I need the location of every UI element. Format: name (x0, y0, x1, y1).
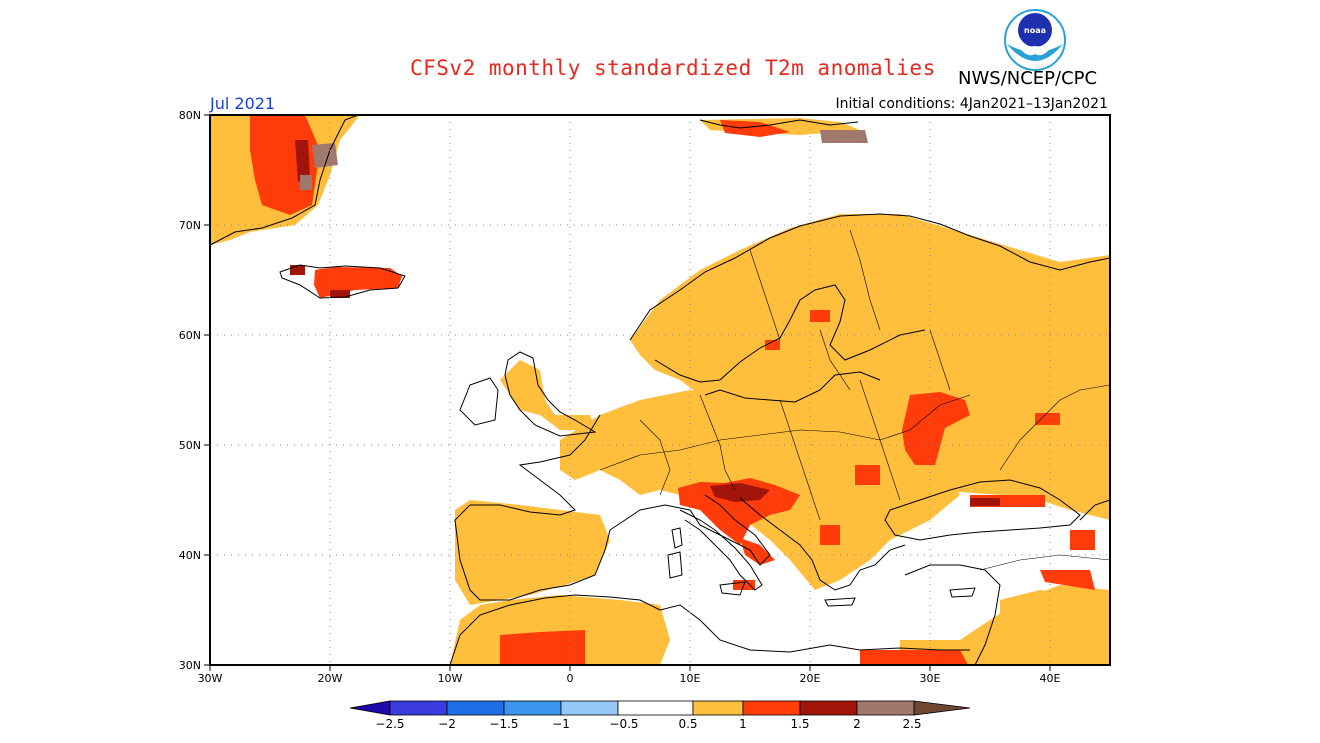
forecast-month-label: Jul 2021 (210, 94, 276, 113)
colorbar-label: 2.5 (902, 717, 921, 731)
colorbar-segment (560, 700, 619, 716)
axis-ticks (204, 114, 1051, 671)
coastlines (210, 115, 1110, 665)
colorbar-label: −1.5 (489, 717, 518, 731)
lat-label: 80N (179, 109, 201, 122)
lat-label: 50N (179, 439, 201, 452)
lon-label: 10E (680, 672, 701, 685)
anomaly-fill-15-2 (290, 140, 1000, 506)
anomaly-fill-05-1 (210, 115, 1110, 665)
colorbar-segment (349, 700, 391, 716)
colorbar-segment (742, 700, 801, 716)
map-frame (209, 114, 1111, 666)
colorbar-labels: −2.5 −2 −1.5 −1 −0.5 0.5 1 1.5 2 2.5 (375, 717, 921, 731)
colorbar-segment (692, 700, 744, 716)
colorbar-label: 1 (739, 717, 747, 731)
colorbar-label: 1.5 (790, 717, 809, 731)
colorbar-label: −2.5 (375, 717, 404, 731)
lat-label: 70N (179, 219, 201, 232)
anomaly-fill-2-25 (300, 130, 868, 190)
latitude-labels: 80N 70N 60N 50N 40N 30N (179, 109, 201, 672)
lon-label: 0 (567, 672, 574, 685)
longitude-labels: 30W 20W 10W 0 10E 20E 30E 40E (198, 672, 1061, 685)
lon-label: 20E (800, 672, 821, 685)
map-title: CFSv2 monthly standardized T2m anomalies (410, 56, 936, 80)
country-borders (599, 229, 1110, 571)
lon-label: 30W (198, 672, 223, 685)
colorbar-segment (389, 700, 448, 716)
lon-label: 20W (318, 672, 343, 685)
lon-label: 10W (438, 672, 463, 685)
colorbar-label: −1 (552, 717, 570, 731)
lat-label: 60N (179, 329, 201, 342)
initial-conditions-label: Initial conditions: 4Jan2021–13Jan2021 (835, 96, 1108, 112)
colorbar-label: 2 (853, 717, 861, 731)
colorbar-segment (503, 700, 562, 716)
colorbar-segment (799, 700, 858, 716)
colorbar-label: 0.5 (678, 717, 697, 731)
noaa-logo-icon: noaa (1004, 9, 1066, 71)
lon-label: 40E (1040, 672, 1061, 685)
colorbar-segment (913, 700, 971, 716)
graticule (210, 115, 1110, 665)
colorbar-segment (617, 700, 694, 716)
lon-label: 30E (920, 672, 941, 685)
agency-label: NWS/NCEP/CPC (958, 68, 1098, 89)
colorbar-segment (446, 700, 505, 716)
lat-label: 40N (179, 549, 201, 562)
logo-text: noaa (1024, 26, 1046, 35)
colorbar-label: −2 (438, 717, 456, 731)
colorbar-segment (856, 700, 915, 716)
colorbar-label: −0.5 (609, 717, 638, 731)
lat-label: 30N (179, 659, 201, 672)
color-bar (349, 700, 971, 716)
